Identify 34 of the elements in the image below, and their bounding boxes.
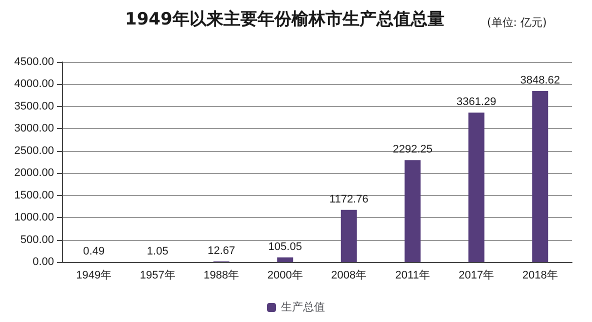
legend-label: 生产总值: [281, 300, 325, 314]
x-tick-label: 1988年: [204, 270, 240, 282]
data-label: 1172.76: [329, 193, 368, 206]
y-tick-label: 1500.00: [14, 189, 54, 202]
y-tick-label: 0.00: [32, 256, 54, 268]
bar: [468, 112, 484, 262]
data-label: 1.05: [146, 245, 168, 258]
y-tick-label: 500.00: [20, 234, 54, 246]
x-tick-label: 1957年: [140, 270, 176, 282]
data-label: 3848.62: [520, 74, 560, 86]
bar: [404, 160, 421, 262]
data-label: 2292.25: [392, 144, 433, 156]
x-tick-label: 2018年: [522, 270, 558, 282]
data-label: 3361.29: [456, 96, 496, 108]
data-label: 105.05: [268, 240, 302, 253]
x-tick-label: 2011年: [395, 270, 430, 282]
bar: [532, 90, 548, 262]
y-tick-label: 4000.00: [14, 78, 54, 90]
x-tick-label: 2008年: [331, 270, 367, 282]
bar: [277, 257, 294, 262]
bar: [340, 210, 357, 262]
y-tick-label: 1000.00: [14, 212, 54, 224]
x-tick-label: 1949年: [76, 270, 112, 282]
data-label: 12.67: [208, 244, 236, 257]
y-tick-label: 2500.00: [14, 144, 54, 157]
y-tick-label: 3000.00: [14, 122, 54, 135]
data-label: 0.49: [83, 245, 105, 258]
y-tick-label: 3500.00: [14, 100, 54, 112]
y-tick-label: 2000.00: [14, 167, 54, 180]
y-tick-label: 4500.00: [14, 56, 54, 68]
chart-subtitle: (单位: 亿元): [487, 16, 547, 29]
chart-title: 1949年以来主要年份榆林市生产总值总量: [125, 10, 444, 30]
x-tick-label: 2000年: [267, 270, 303, 282]
x-tick-label: 2017年: [458, 270, 494, 282]
